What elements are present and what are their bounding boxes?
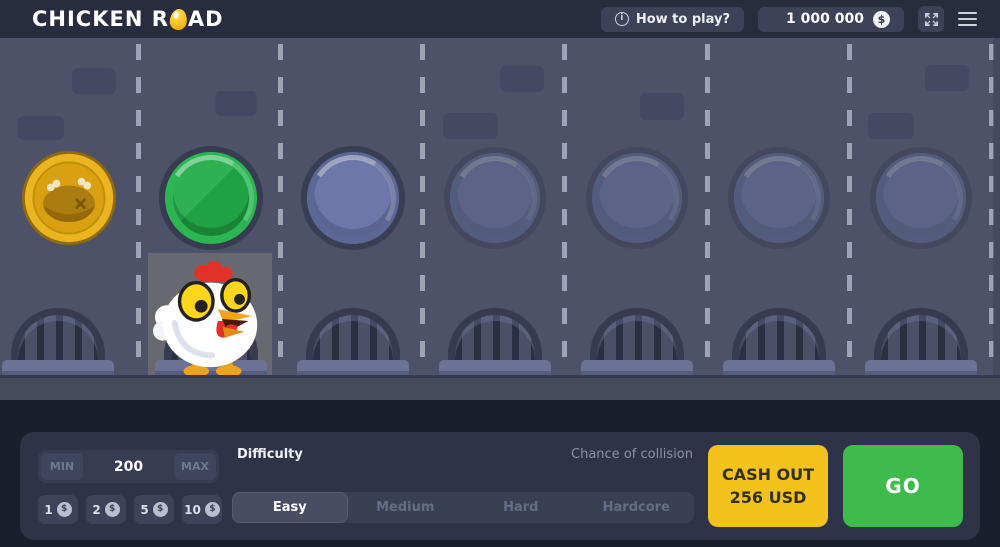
bet-amount-box: MIN MAX bbox=[38, 450, 219, 483]
multiplier-coin bbox=[445, 148, 545, 248]
lane-divider bbox=[705, 44, 710, 370]
dollar-coin-icon: $ bbox=[56, 502, 72, 517]
dollar-coin-icon: $ bbox=[104, 502, 120, 517]
road-patch bbox=[640, 93, 684, 120]
cash-out-line1: CASH OUT bbox=[721, 464, 815, 484]
road-patch bbox=[72, 68, 116, 94]
egg-icon bbox=[168, 7, 189, 31]
chance-of-collision-label: Chance of collision bbox=[571, 447, 693, 462]
multiplier-coin bbox=[729, 148, 829, 248]
chicken-character bbox=[153, 260, 258, 375]
dollar-coin-icon: $ bbox=[152, 502, 168, 517]
balance-value: 1 000 000 bbox=[786, 11, 864, 27]
roast-chicken-coin-icon bbox=[21, 150, 117, 246]
fullscreen-icon bbox=[924, 12, 938, 26]
sidewalk-curb bbox=[0, 375, 1000, 400]
road-patch bbox=[18, 116, 64, 140]
road-patch bbox=[500, 66, 544, 92]
bet-min-button[interactable]: MIN bbox=[41, 453, 83, 480]
road-edge bbox=[993, 38, 1000, 375]
difficulty-tab-easy[interactable]: Easy bbox=[232, 492, 348, 523]
lane-divider bbox=[989, 44, 994, 370]
how-to-play-label: How to play? bbox=[635, 11, 730, 27]
menu-button[interactable] bbox=[958, 9, 982, 29]
difficulty-tabs: Easy Medium Hard Hardcore bbox=[232, 492, 694, 523]
road-patch bbox=[868, 113, 914, 139]
dollar-coin-icon: $ bbox=[872, 10, 890, 28]
difficulty-tab-hardcore[interactable]: Hardcore bbox=[579, 492, 695, 523]
balance-display[interactable]: 1 000 000 $ bbox=[758, 6, 904, 32]
logo-text-left: CHICKEN R bbox=[32, 7, 169, 31]
info-icon: i bbox=[614, 12, 629, 26]
multiplier-coin bbox=[871, 148, 971, 248]
multiplier-coin bbox=[587, 148, 687, 248]
dollar-coin-icon: $ bbox=[204, 502, 220, 517]
quick-bet-button-10[interactable]: 10 $ bbox=[182, 495, 222, 524]
difficulty-label: Difficulty bbox=[237, 447, 303, 462]
menu-icon bbox=[958, 11, 977, 15]
multiplier-coin bbox=[301, 146, 405, 250]
app-logo: CHICKEN R AD bbox=[32, 7, 224, 31]
cash-out-button[interactable]: CASH OUT 256 USD bbox=[708, 445, 828, 527]
road-patch bbox=[215, 91, 257, 116]
top-bar: CHICKEN R AD i How to play? 1 000 000 $ bbox=[0, 0, 1000, 38]
quick-bet-row: 1 $ 2 $ 5 $ 10 $ bbox=[38, 495, 222, 524]
bet-max-button[interactable]: MAX bbox=[174, 453, 216, 480]
multiplier-coin-passed bbox=[159, 146, 263, 250]
road-patch bbox=[925, 65, 969, 91]
quick-bet-button-2[interactable]: 2 $ bbox=[86, 495, 126, 524]
fullscreen-button[interactable] bbox=[918, 6, 944, 32]
logo-text-right: AD bbox=[187, 7, 224, 31]
game-road bbox=[0, 38, 1000, 375]
quick-bet-button-1[interactable]: 1 $ bbox=[38, 495, 78, 524]
lane-divider bbox=[278, 44, 283, 370]
difficulty-tab-hard[interactable]: Hard bbox=[463, 492, 579, 523]
how-to-play-button[interactable]: i How to play? bbox=[600, 6, 744, 32]
difficulty-tab-medium[interactable]: Medium bbox=[348, 492, 464, 523]
go-button[interactable]: GO bbox=[843, 445, 963, 527]
lane-divider bbox=[136, 44, 141, 370]
control-panel: MIN MAX 1 $ 2 $ 5 $ 10 $ Difficulty Chan… bbox=[20, 432, 980, 540]
lane-divider bbox=[562, 44, 567, 370]
cash-out-line2: 256 USD bbox=[729, 488, 807, 507]
quick-bet-button-5[interactable]: 5 $ bbox=[134, 495, 174, 524]
road-patch bbox=[443, 113, 498, 139]
lane-divider bbox=[847, 44, 852, 370]
start-coin bbox=[21, 150, 117, 246]
lane-divider bbox=[420, 44, 425, 370]
bet-amount-input[interactable] bbox=[83, 458, 174, 475]
